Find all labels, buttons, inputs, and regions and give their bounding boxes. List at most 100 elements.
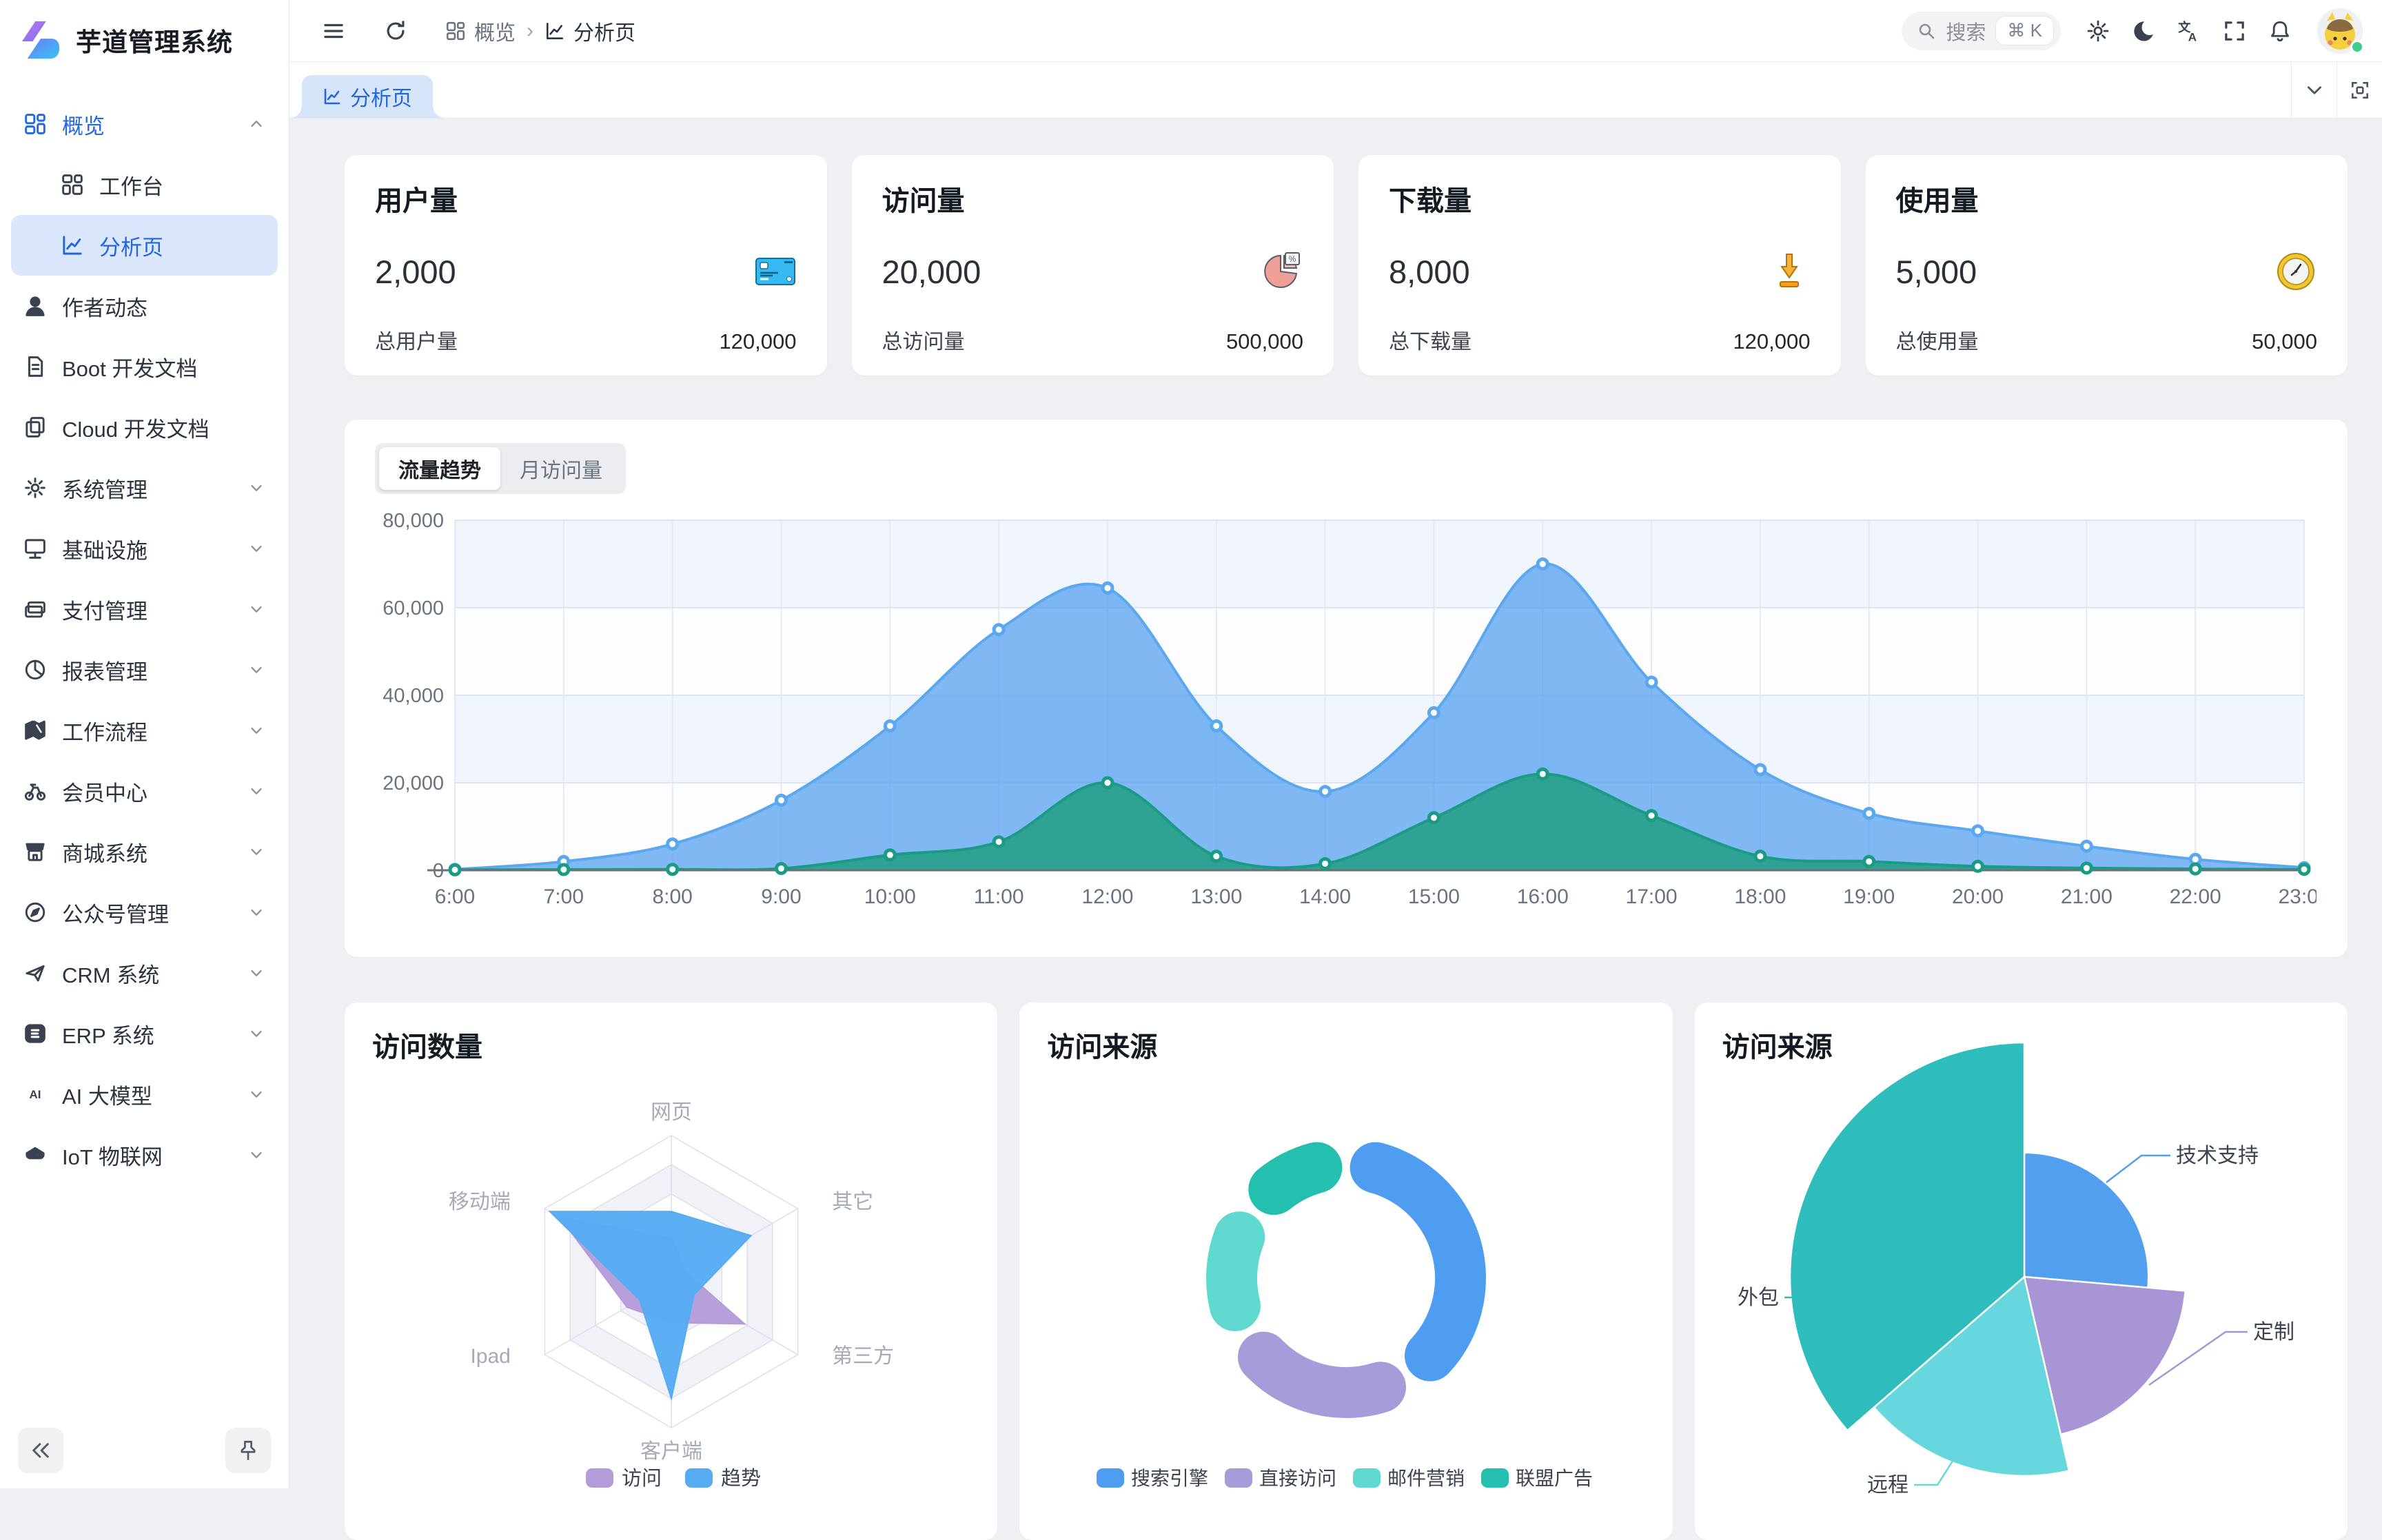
stat-total-value: 120,000 <box>719 329 796 354</box>
stat-card-0: 用户量 2,000 总用户量 120,000 <box>345 155 827 376</box>
dark-mode-button[interactable] <box>2124 12 2163 50</box>
app-logo-icon <box>21 19 63 61</box>
clock-icon <box>2274 250 2317 293</box>
chevron-down-icon <box>247 782 265 800</box>
svg-text:直接访问: 直接访问 <box>1259 1468 1336 1489</box>
chevrons-left-icon <box>30 1439 52 1461</box>
sidebar-item-6[interactable]: 系统管理 <box>11 458 278 518</box>
stat-total-value: 120,000 <box>1733 329 1810 354</box>
svg-text:20,000: 20,000 <box>383 772 444 794</box>
svg-text:60,000: 60,000 <box>383 597 444 619</box>
stat-total-label: 总下载量 <box>1389 325 1472 355</box>
breadcrumb-item-0[interactable]: 概览 <box>445 16 516 46</box>
sidebar-item-label: 报表管理 <box>62 655 247 686</box>
chevron-down-icon <box>247 1085 265 1103</box>
sidebar-item-13[interactable]: 公众号管理 <box>11 882 278 943</box>
pie-icon <box>23 658 47 681</box>
svg-text:15:00: 15:00 <box>1408 885 1460 908</box>
search-input[interactable]: 搜索 ⌘ K <box>1902 12 2061 50</box>
chevron-up-icon <box>247 115 265 133</box>
page-tabbar: 分析页 <box>289 62 2382 119</box>
breadcrumb-separator: › <box>527 19 533 43</box>
stat-value: 8,000 <box>1389 253 1470 291</box>
trend-tab-1[interactable]: 月访问量 <box>500 447 622 490</box>
user-avatar[interactable] <box>2317 8 2363 54</box>
settings-button[interactable] <box>2079 12 2117 50</box>
sidebar-item-label: 概览 <box>62 109 247 140</box>
sidebar-item-8[interactable]: 支付管理 <box>11 579 278 639</box>
svg-text:网页: 网页 <box>651 1101 692 1124</box>
sidebar-item-2[interactable]: 分析页 <box>11 215 278 276</box>
bankcard-icon <box>754 250 797 293</box>
compass-icon <box>23 901 47 924</box>
panel-title: 访问来源 <box>1047 1025 1157 1065</box>
sidebar-item-5[interactable]: Cloud 开发文档 <box>11 397 278 458</box>
sidebar-pin-button[interactable] <box>225 1428 271 1473</box>
svg-text:21:00: 21:00 <box>2061 885 2113 908</box>
trend-tab-group: 流量趋势月访问量 <box>375 443 626 494</box>
svg-text:外包: 外包 <box>1738 1286 1779 1309</box>
sidebar-item-label: CRM 系统 <box>62 958 247 989</box>
notifications-button[interactable] <box>2261 12 2299 50</box>
svg-text:联盟广告: 联盟广告 <box>1516 1468 1593 1489</box>
fullscreen-icon <box>2223 19 2246 43</box>
pin-icon <box>237 1439 259 1461</box>
sidebar-item-1[interactable]: 工作台 <box>11 154 278 215</box>
sidebar-item-label: Cloud 开发文档 <box>62 412 265 443</box>
svg-text:10:00: 10:00 <box>864 885 916 908</box>
stat-total-value: 50,000 <box>2252 329 2317 354</box>
gear-icon <box>2086 19 2110 43</box>
member-icon <box>23 779 47 803</box>
online-status-dot <box>2350 40 2364 54</box>
tab-analysis[interactable]: 分析页 <box>302 75 433 118</box>
refresh-icon <box>384 19 407 43</box>
sidebar-item-17[interactable]: IoT 物联网 <box>11 1125 278 1185</box>
svg-text:远程: 远程 <box>1867 1474 1908 1497</box>
doc-icon <box>23 355 47 378</box>
stat-total-label: 总使用量 <box>1896 325 1979 355</box>
refresh-button[interactable] <box>376 12 415 50</box>
fullscreen-button[interactable] <box>2215 12 2254 50</box>
sidebar-item-4[interactable]: Boot 开发文档 <box>11 336 278 397</box>
search-placeholder: 搜索 <box>1946 17 1986 45</box>
tab-label: 分析页 <box>350 81 412 112</box>
sidebar-item-10[interactable]: 工作流程 <box>11 700 278 761</box>
tabs-dropdown-button[interactable] <box>2291 62 2337 118</box>
menu-toggle-button[interactable] <box>314 12 353 50</box>
svg-text:A: A <box>2188 30 2197 42</box>
pay-icon <box>23 597 47 621</box>
sidebar-item-3[interactable]: 作者动态 <box>11 276 278 336</box>
docs-icon <box>23 415 47 439</box>
sidebar-item-0[interactable]: 概览 <box>11 94 278 154</box>
stat-total-label: 总用户量 <box>375 325 458 355</box>
svg-text:40,000: 40,000 <box>383 685 444 707</box>
sidebar-item-7[interactable]: 基础设施 <box>11 518 278 579</box>
sidebar-item-label: 分析页 <box>99 230 265 261</box>
language-button[interactable]: 文 A <box>2170 12 2208 50</box>
svg-text:定制: 定制 <box>2253 1321 2294 1344</box>
translate-icon: 文 A <box>2177 19 2201 43</box>
sidebar-item-11[interactable]: 会员中心 <box>11 761 278 821</box>
sidebar-footer <box>0 1413 289 1488</box>
sidebar-item-12[interactable]: 商城系统 <box>11 821 278 882</box>
sidebar-item-15[interactable]: ERP 系统 <box>11 1003 278 1064</box>
sidebar-item-14[interactable]: CRM 系统 <box>11 943 278 1003</box>
svg-text:0: 0 <box>433 860 444 882</box>
analysis-icon <box>544 21 565 41</box>
sidebar-collapse-button[interactable] <box>18 1428 63 1473</box>
breadcrumb-item-1[interactable]: 分析页 <box>544 16 635 46</box>
grid-icon <box>23 112 47 136</box>
content-fullscreen-button[interactable] <box>2337 62 2382 118</box>
trend-tab-0[interactable]: 流量趋势 <box>379 447 500 490</box>
crm-icon <box>23 961 47 985</box>
stat-value: 5,000 <box>1896 253 1977 291</box>
piechart-icon: % <box>1261 250 1303 293</box>
svg-text:搜索引擎: 搜索引擎 <box>1131 1468 1208 1489</box>
svg-text:23:00: 23:00 <box>2278 885 2317 908</box>
sidebar-item-9[interactable]: 报表管理 <box>11 639 278 700</box>
svg-text:8:00: 8:00 <box>652 885 692 908</box>
stat-total-value: 500,000 <box>1226 329 1303 354</box>
